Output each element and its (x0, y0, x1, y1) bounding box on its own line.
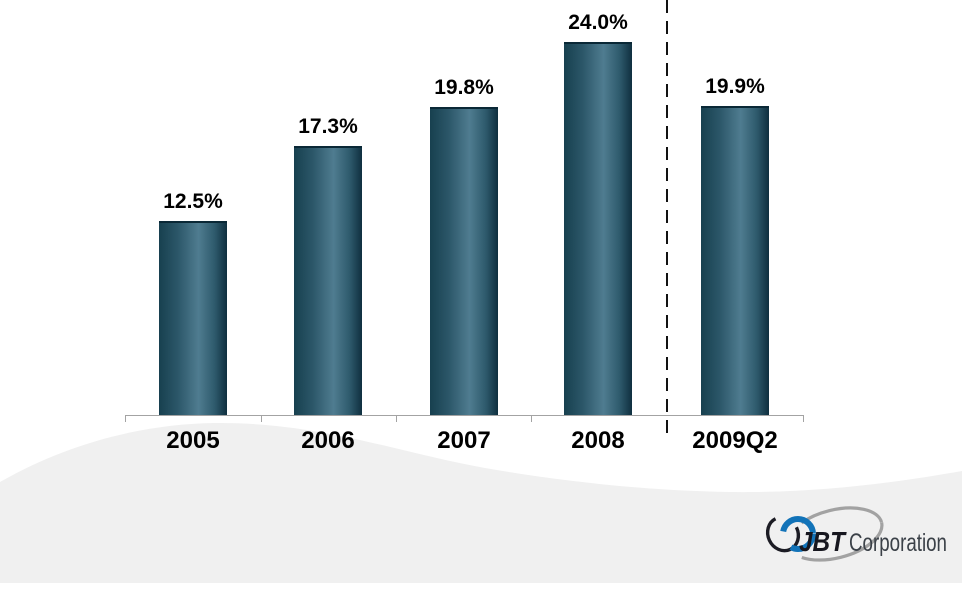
x-axis-tick (531, 415, 532, 422)
x-axis-tick (803, 415, 804, 422)
x-axis-tick (125, 415, 126, 422)
bar-value-label: 19.8% (434, 76, 494, 99)
logo-orbit-gray-arc (786, 506, 884, 562)
x-axis-label: 2009Q2 (692, 427, 778, 454)
x-axis-tick (261, 415, 262, 422)
bar-value-label: 24.0% (568, 11, 628, 34)
footer-wave-path (0, 422, 962, 583)
logo-ring-blue-arc (780, 516, 816, 552)
bar-2009Q2 (701, 106, 769, 415)
x-axis-label: 2005 (166, 427, 220, 454)
bar-value-label: 17.3% (298, 115, 358, 138)
bar-value-label: 19.9% (705, 75, 765, 98)
x-axis-label: 2006 (301, 427, 355, 454)
period-separator-dashed-line (666, 0, 668, 438)
jbt-corporation-logo: JBT Corporation (765, 506, 947, 562)
bar-2006 (294, 146, 362, 415)
logo-corporation-text: Corporation (849, 529, 947, 557)
bar-2005 (159, 221, 227, 415)
logo-brand-text: JBT (799, 526, 848, 557)
x-axis-label: 2007 (437, 427, 491, 454)
bar-value-label: 12.5% (163, 190, 223, 213)
x-axis-label: 2008 (571, 427, 625, 454)
x-axis-line (125, 415, 804, 416)
bar-2007 (430, 107, 498, 415)
bar-2008 (564, 42, 632, 415)
x-axis-tick (396, 415, 397, 422)
